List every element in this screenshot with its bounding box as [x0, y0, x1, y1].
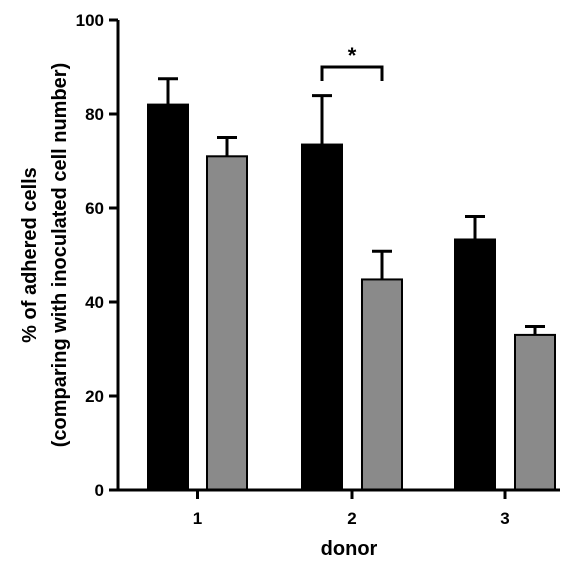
y-tick-label-0: 0 — [95, 481, 104, 500]
x-tick-label-3: 3 — [500, 509, 509, 528]
y-axis-title-line-2: (comparing with inoculated cell number) — [49, 63, 71, 447]
y-axis-ticks: 0 20 40 60 80 100 — [76, 11, 118, 500]
bar-donor-3-series-2 — [514, 333, 556, 491]
y-tick-label-80: 80 — [85, 105, 104, 124]
bar-donor-1-series-2 — [206, 155, 248, 492]
significance-bracket — [320, 65, 384, 81]
y-axis-title-line-1: % of adhered cells — [19, 167, 41, 343]
bar-donor-3-series-1 — [454, 238, 496, 491]
x-axis-ticks: 1 2 3 — [193, 490, 510, 528]
x-axis-title: donor — [321, 538, 378, 560]
bar-donor-1-series-1 — [147, 103, 189, 491]
x-tick-label-1: 1 — [193, 509, 202, 528]
bar-donor-2-series-1 — [301, 143, 343, 492]
bar-donor-2-series-2 — [361, 278, 403, 491]
significance-label: * — [348, 43, 357, 68]
y-tick-label-40: 40 — [85, 293, 104, 312]
plot-area: * — [147, 43, 556, 492]
y-tick-label-20: 20 — [85, 387, 104, 406]
x-tick-label-2: 2 — [347, 509, 356, 528]
y-tick-label-100: 100 — [76, 11, 104, 30]
y-axis-title: % of adhered cells (comparing with inocu… — [19, 63, 71, 447]
y-tick-label-60: 60 — [85, 199, 104, 218]
